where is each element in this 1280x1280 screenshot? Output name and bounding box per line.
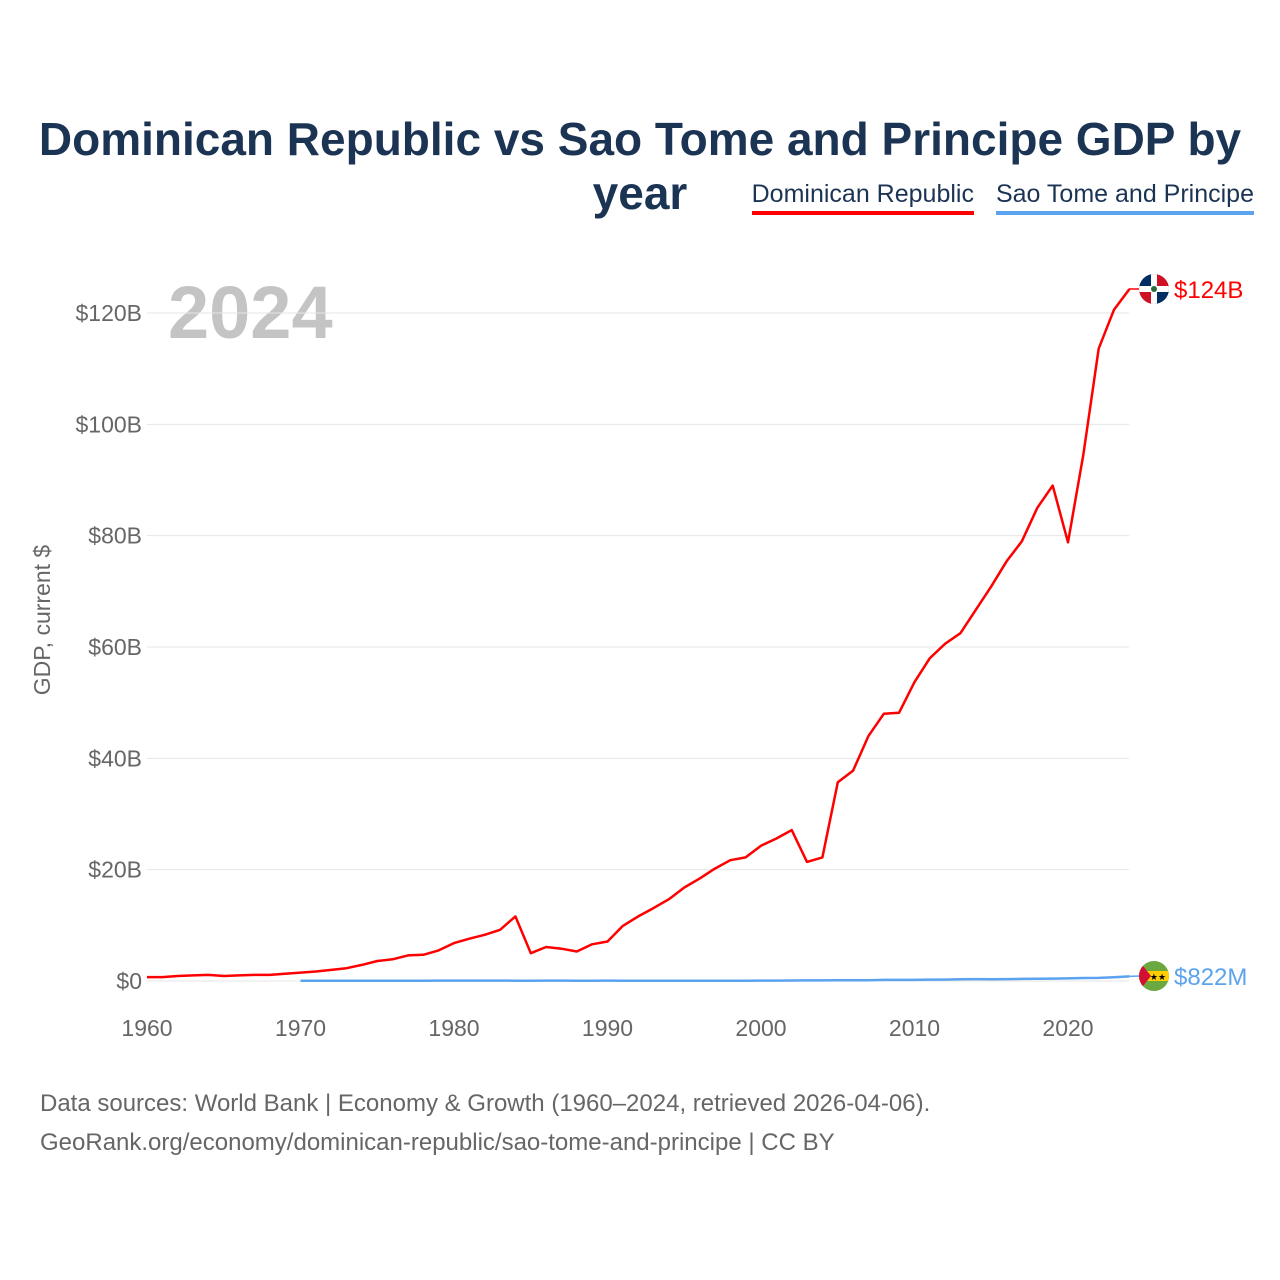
legend: Dominican Republic Sao Tome and Principe xyxy=(751,180,1254,215)
x-tick-label: 1990 xyxy=(582,1015,633,1041)
x-tick-label: 2000 xyxy=(735,1015,786,1041)
y-tick-label: $40B xyxy=(88,745,142,771)
series-line-sao-tome xyxy=(300,975,1130,983)
dominican-republic-flag-icon xyxy=(1139,274,1169,304)
source-line-2[interactable]: GeoRank.org/economy/dominican-republic/s… xyxy=(40,1129,835,1156)
sao-tome-flag-icon: ★★ xyxy=(1139,961,1169,991)
source-note: Data sources: World Bank | Economy & Gro… xyxy=(40,1084,930,1162)
source-line-1: Data sources: World Bank | Economy & Gro… xyxy=(40,1090,931,1117)
x-tick-label: 2020 xyxy=(1042,1015,1093,1041)
y-tick-label: $100B xyxy=(75,411,142,437)
y-tick-label: $120B xyxy=(75,300,142,326)
y-tick-label: $0 xyxy=(116,968,142,994)
x-tick-label: 1960 xyxy=(121,1015,172,1041)
x-tick-label: 1980 xyxy=(428,1015,479,1041)
x-tick-label: 2010 xyxy=(889,1015,940,1041)
y-tick-label: $80B xyxy=(88,523,142,549)
y-tick-label: $60B xyxy=(88,634,142,660)
svg-text:★★: ★★ xyxy=(1150,972,1166,982)
chart-title: Dominican Republic vs Sao Tome and Princ… xyxy=(38,113,1242,219)
x-tick-label: 1970 xyxy=(275,1015,326,1041)
legend-dominican-republic[interactable]: Dominican Republic xyxy=(751,180,974,215)
end-value-label: $124B xyxy=(1174,277,1243,304)
y-tick-label: $20B xyxy=(88,857,142,883)
series-line-dominican-republic xyxy=(147,288,1131,979)
end-value-label: $822M xyxy=(1174,964,1247,991)
legend-sao-tome[interactable]: Sao Tome and Principe xyxy=(995,180,1254,215)
y-axis-label: GDP, current $ xyxy=(29,545,55,696)
